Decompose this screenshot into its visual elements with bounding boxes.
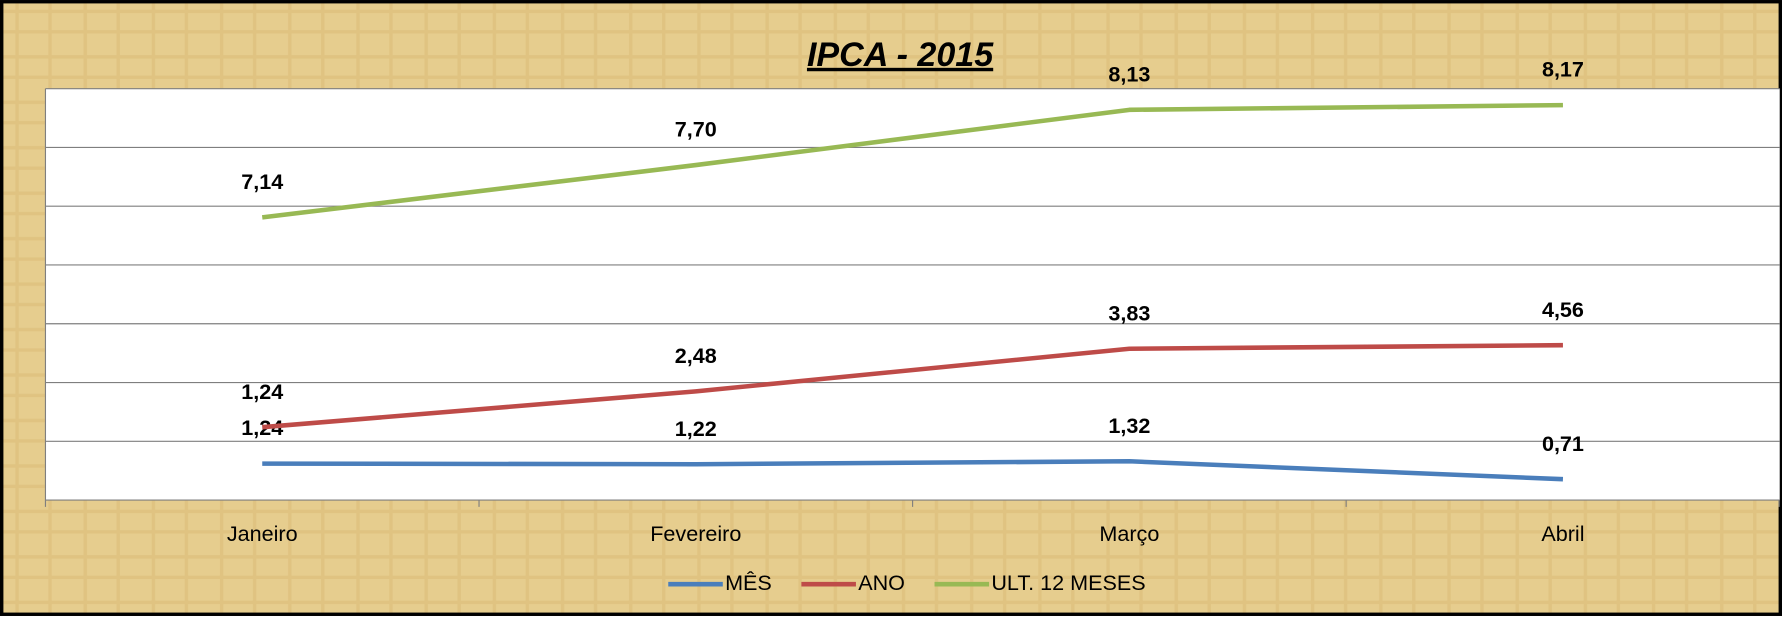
x-tick-label: Março — [1099, 521, 1159, 546]
data-label: 1,24 — [241, 379, 283, 404]
legend-label: ANO — [858, 570, 905, 595]
plot-area — [45, 88, 1780, 501]
data-label: 0,71 — [1542, 431, 1584, 456]
line-series — [261, 102, 1563, 220]
x-tick-label: Fevereiro — [650, 521, 741, 546]
line-series — [262, 342, 1563, 430]
data-label: 1,22 — [675, 416, 717, 441]
line-series — [262, 459, 1564, 482]
data-label: 7,70 — [675, 117, 717, 142]
data-label: 8,13 — [1108, 61, 1150, 86]
data-label: 8,17 — [1542, 57, 1584, 82]
x-tick-label: Abril — [1541, 521, 1584, 546]
data-label: 4,56 — [1542, 297, 1584, 322]
legend-label: MÊS — [725, 570, 772, 595]
data-label: 7,14 — [241, 169, 283, 194]
legend-label: ULT. 12 MESES — [991, 570, 1145, 595]
x-tick-label: Janeiro — [227, 521, 298, 546]
data-label: 2,48 — [675, 343, 717, 368]
data-label: 3,83 — [1108, 300, 1150, 325]
chart-title: IPCA - 2015 — [807, 36, 994, 74]
data-label: 1,32 — [1108, 413, 1150, 438]
